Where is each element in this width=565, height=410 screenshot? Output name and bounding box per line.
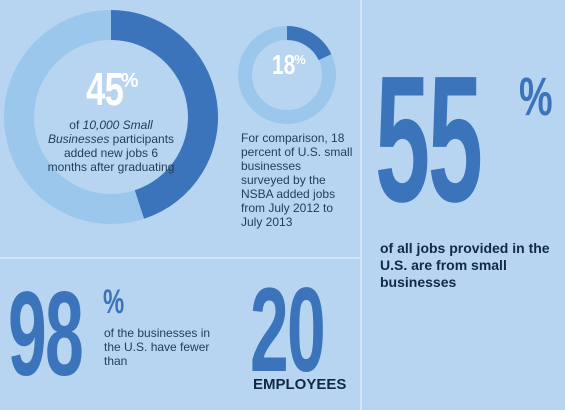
stat-98-number: 98 — [8, 267, 84, 401]
stat-45-percent-sign: % — [120, 70, 139, 92]
donut-45-arc — [110, 10, 218, 219]
stat-98-value: 98 — [8, 274, 135, 394]
stat-20-number: 20 — [250, 263, 326, 397]
stat-55-value: 55 — [375, 50, 565, 230]
stat-18-percent-sign: % — [294, 52, 306, 67]
stat-98-percent-sign: % — [103, 283, 125, 321]
stat-98-description: of the businesses in the U.S. have fewer… — [104, 326, 211, 368]
stat-18-value: 18% — [258, 50, 316, 80]
stat-20-value: 20 — [250, 270, 377, 390]
stat-45-number: 45 — [85, 63, 124, 115]
stat-45-description: of 10,000 Small Businesses participants … — [46, 118, 176, 174]
donut-chart-18 — [238, 26, 336, 124]
stat-55-percent-sign: % — [519, 67, 553, 127]
stat-18-description: For comparison, 18 percent of U.S. small… — [241, 131, 353, 229]
stat-18-number: 18 — [272, 49, 296, 80]
horizontal-divider — [0, 257, 360, 259]
stat-55-description: of all jobs provided in the U.S. are fro… — [380, 240, 550, 290]
stat-45-value: 45% — [64, 66, 154, 112]
vertical-divider — [360, 0, 362, 410]
stat-55-number: 55 — [375, 39, 483, 240]
stat-45-text-italic: 10,000 Small Businesses — [47, 118, 153, 146]
donut-18-arc — [286, 26, 332, 61]
donut-chart-45 — [4, 10, 218, 224]
stat-45-text-suffix: participants added new jobs 6 months aft… — [47, 132, 175, 174]
employees-label: EMPLOYEES — [253, 376, 347, 393]
stat-45-text-prefix: of — [69, 118, 83, 132]
